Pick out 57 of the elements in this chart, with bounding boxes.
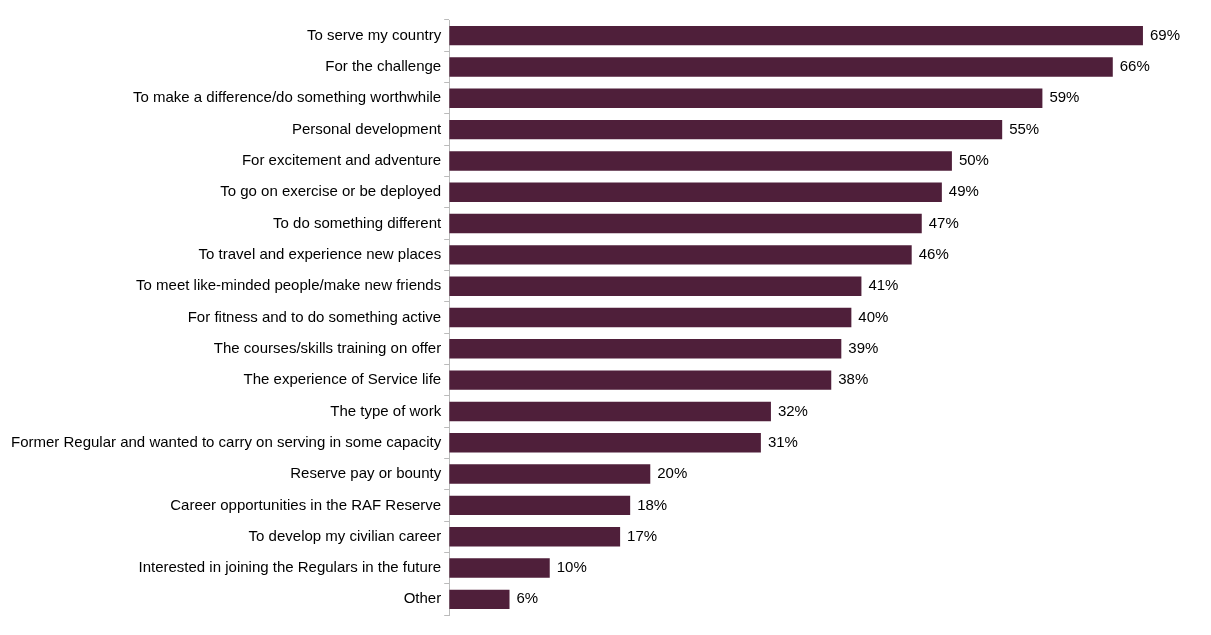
y-tick-label: To make a difference/do something worthwhile	[132, 88, 442, 106]
y-tick-label: To go on exercise or be deployed	[220, 182, 442, 200]
bar	[449, 182, 942, 202]
bar	[449, 25, 1143, 46]
data-label: 32%	[777, 401, 808, 419]
y-tick-label: Career opportunities in the RAF Reserve	[170, 495, 442, 513]
y-tick-label: Other	[403, 589, 442, 607]
y-tick-label: To meet like-minded people/make new friends	[136, 276, 442, 294]
data-label: 10%	[556, 558, 587, 576]
bar	[449, 527, 621, 547]
bar	[449, 245, 912, 265]
data-label: 69%	[1149, 25, 1180, 43]
data-label: 38%	[838, 370, 869, 388]
bar	[449, 57, 1113, 77]
bar	[449, 433, 761, 453]
data-label: 31%	[767, 432, 798, 450]
data-label: 46%	[918, 245, 949, 263]
bar	[449, 401, 771, 422]
data-label: 40%	[858, 307, 889, 325]
bar	[449, 88, 1043, 108]
data-label: 6%	[516, 589, 539, 607]
bar	[449, 558, 550, 578]
bar	[449, 464, 651, 484]
data-label: 17%	[627, 526, 658, 544]
data-label: 18%	[637, 495, 668, 513]
bar	[449, 276, 862, 296]
bar	[449, 495, 631, 516]
data-label: 49%	[948, 182, 979, 200]
bar	[449, 339, 842, 359]
y-tick-label: Former Regular and wanted to carry on serving in some capacity	[10, 432, 442, 450]
y-tick-label: To do something different	[273, 213, 443, 231]
data-label: 59%	[1049, 88, 1080, 106]
data-label: 47%	[928, 213, 959, 231]
bar	[449, 151, 952, 171]
y-tick-label: The experience of Service life	[243, 370, 442, 388]
y-tick-label: To travel and experience new places	[198, 245, 442, 263]
y-tick-label: For the challenge	[325, 57, 442, 75]
y-tick-label: To serve my country	[306, 25, 442, 43]
y-tick-label: The type of work	[330, 401, 442, 419]
bar	[449, 589, 510, 610]
y-tick-label: For fitness and to do something active	[187, 307, 442, 325]
data-label: 50%	[958, 151, 989, 169]
bar	[449, 213, 922, 234]
y-tick-label: To develop my civilian career	[248, 526, 442, 544]
data-label: 66%	[1119, 57, 1150, 75]
y-tick-label: Reserve pay or bounty	[290, 464, 442, 482]
y-tick-label: Personal development	[291, 119, 443, 137]
data-label: 39%	[848, 338, 879, 356]
y-tick-label: Interested in joining the Regulars in the future	[138, 558, 442, 576]
bar	[449, 307, 852, 328]
y-tick-label: For excitement and adventure	[241, 151, 442, 169]
bar	[449, 119, 1003, 140]
data-label: 41%	[868, 276, 899, 294]
bar	[449, 370, 832, 390]
data-label: 20%	[657, 464, 688, 482]
y-tick-label: The courses/skills training on offer	[213, 338, 442, 356]
data-label: 55%	[1009, 119, 1040, 137]
